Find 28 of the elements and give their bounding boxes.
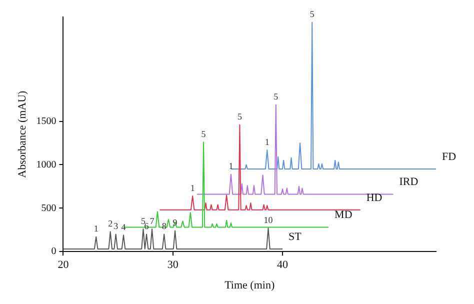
x-axis-title: Time (min) xyxy=(224,279,275,292)
annotation: 5 xyxy=(201,128,206,139)
y-tick-label: 1000 xyxy=(36,159,56,170)
annotation: 1 xyxy=(94,224,98,234)
annotation: 3 xyxy=(114,221,119,232)
annotation: 5 xyxy=(140,216,146,226)
series-label: HD xyxy=(366,192,382,204)
annotation: 2 xyxy=(108,218,113,228)
annotation: 5 xyxy=(274,92,279,102)
annotation: 5 xyxy=(310,9,315,20)
y-tick-label: 500 xyxy=(41,202,56,214)
annotation: 1 xyxy=(228,161,234,172)
series-label: MD xyxy=(334,209,352,222)
series-label: IRD xyxy=(399,176,418,188)
annotation: 4 xyxy=(121,222,126,232)
annotation: 1 xyxy=(190,182,195,193)
annotation: 5 xyxy=(237,112,242,122)
x-tick-label: 20 xyxy=(58,259,70,272)
x-tick-label: 40 xyxy=(276,259,288,272)
annotation: 10 xyxy=(264,215,274,225)
x-tick-label: 30 xyxy=(167,259,179,272)
annotation: 1 xyxy=(264,136,270,147)
annotation: 7 xyxy=(150,216,155,226)
y-tick-label: 1500 xyxy=(36,116,56,127)
series-label: FD xyxy=(442,150,456,163)
y-tick-label: 0 xyxy=(51,246,56,258)
series-label: ST xyxy=(288,230,302,243)
y-axis-title: Absorbance (mAU) xyxy=(16,90,28,178)
